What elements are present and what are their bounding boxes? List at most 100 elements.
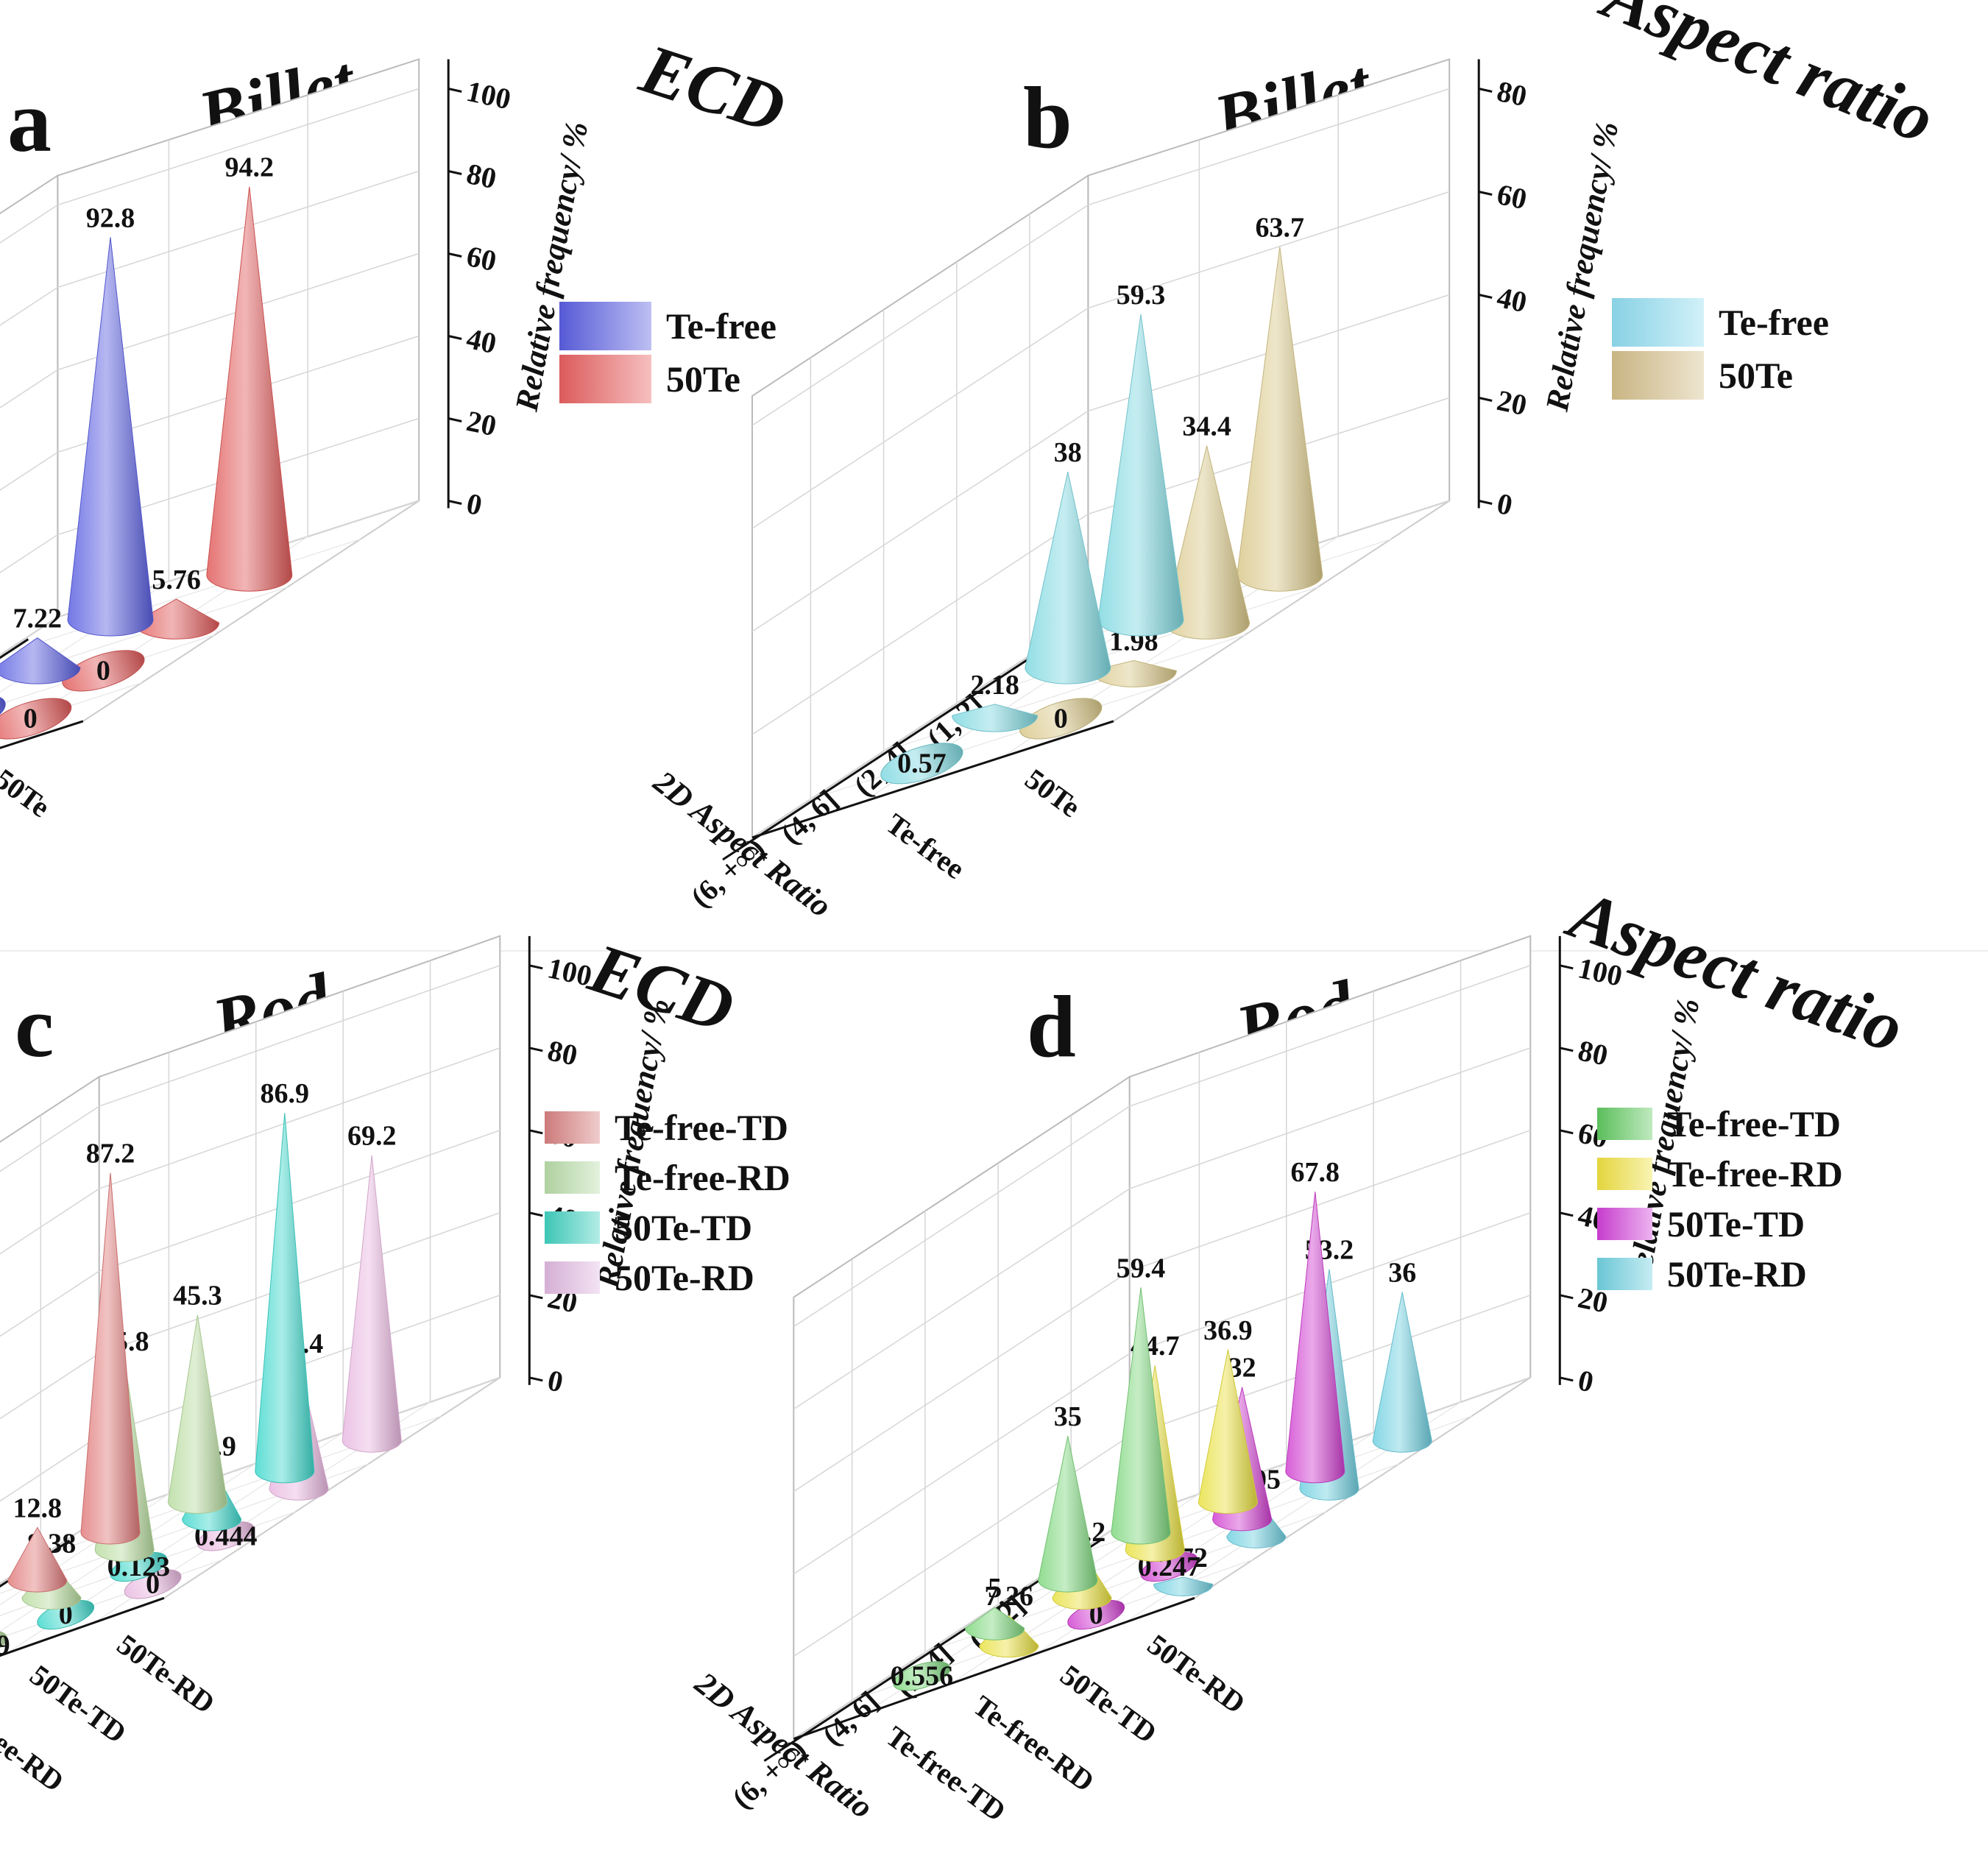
legend-swatch [1597,1208,1652,1240]
z-tick [1478,191,1493,196]
cone-50te-4: 0 [1019,698,1103,740]
z-tick [448,170,462,175]
panel-d-label: d [1027,977,1076,1075]
cone-te-free-rd-4: 0.559 [0,1630,10,1661]
legend: Te-free 50Te [559,302,777,403]
cone-te-free-td-4: 0.556 [891,1660,954,1691]
cone-50te-td-1: 67.8 [1285,1157,1345,1484]
z-tick [448,500,462,505]
cone-50te-td-1: 86.9 [255,1078,315,1484]
cone-body [255,1113,315,1484]
legend-swatch [1612,351,1704,400]
floor-gridline [0,634,215,705]
legend: Te-free 50Te [1612,298,1829,400]
z-gridline [793,1047,1531,1410]
z-tick [1559,1211,1574,1217]
data-label: 36 [1388,1258,1416,1289]
data-label: 63.7 [1256,212,1305,243]
floor-gridline [0,587,288,681]
cone-disc [0,698,72,740]
z-tick [1559,1294,1574,1300]
data-label: 0.559 [0,1630,10,1661]
z-gridline [0,1130,500,1337]
cone-te-free-td-3: 5 [965,1573,1025,1640]
legend-label: Te-free-TD [615,1107,788,1148]
z-tick [1559,1376,1574,1382]
legend-swatch [559,302,651,350]
z-tick-label: 80 [545,1033,580,1072]
z-gridline [0,88,420,244]
legend-label: 50Te-TD [615,1207,752,1248]
cone-te-free-rd-1: 45.3 [167,1281,227,1514]
z-tick [528,964,543,970]
legend-swatch [1597,1108,1652,1140]
floor-gridline [810,682,1172,800]
data-label: 59.4 [1117,1253,1166,1284]
floor-gridline [883,634,1245,752]
y-axis [0,1596,165,1657]
data-label: 0 [96,655,110,686]
z-tick-label: 80 [1494,74,1529,113]
floor-gridline [0,682,142,729]
data-label: 7.26 [985,1581,1034,1612]
z-gridline [0,965,500,1172]
cone-te-free-td-1: 59.4 [1111,1253,1171,1545]
cone-disc [1019,698,1103,740]
z-gridline [0,170,420,326]
cone-body [206,186,293,592]
legend-label: Te-free [666,305,777,347]
legend-swatch [545,1161,600,1194]
cone-disc [880,743,963,785]
cone-te-free-2: 7.22 [0,603,81,684]
cone-te-free-td-1: 87.2 [80,1139,141,1545]
data-label: 69.2 [347,1121,397,1152]
back-wall-left [0,1075,100,1585]
floor-gridline [956,587,1318,704]
cone-50te-rd-1: 69.2 [342,1121,402,1453]
data-label: 0 [24,704,38,734]
data-label: 59.3 [1117,280,1166,311]
cone-disc [0,695,6,737]
cone-body [952,704,1039,732]
z-tick [1478,397,1493,402]
z-tick-label: 20 [464,404,499,442]
data-label: 12.8 [13,1493,63,1523]
data-label: 34.4 [1182,411,1231,442]
cone-disc [893,1661,951,1691]
cone-te-free-1: 59.3 [1097,280,1184,637]
cone-50te-3: 0 [62,650,145,692]
cone-50te-rd-4: 0 [124,1569,182,1600]
z-tick [528,1376,543,1382]
panel-b-label: b [1023,68,1072,166]
z-gridline [0,252,420,408]
z-tick [1478,88,1493,93]
z-tick [448,88,462,93]
z-tick-label: 80 [1575,1033,1610,1072]
data-label: 86.9 [261,1078,310,1109]
data-label: 67.8 [1291,1157,1340,1188]
z-tick-label: 80 [464,157,499,195]
cone-50te-rd-1: 36 [1372,1258,1432,1453]
z-tick-label: 20 [1494,383,1529,422]
cone-body [1038,1436,1098,1593]
z-tick [1559,1047,1574,1052]
z-gridline [0,417,420,573]
legend-swatch [559,355,651,403]
legend-label: 50Te-RD [1667,1253,1807,1295]
cone-50te-4: 0 [0,698,72,740]
cone-te-free-3: 0 [0,695,6,737]
cone-body [80,1172,141,1545]
cone-body [167,1314,227,1514]
z-tick-label: 60 [464,239,499,277]
legend-swatch [545,1261,600,1294]
cone-te-free-td-2: 12.8 [7,1493,68,1593]
z-tick-label: 40 [464,322,499,360]
legend-label: Te-free-RD [615,1157,790,1198]
cone-te-free-1: 92.8 [67,202,154,637]
cone-disc [0,1630,7,1660]
floor-gridline [0,538,361,656]
legend-label: 50Te-TD [1667,1203,1805,1245]
cone-body [965,1607,1025,1640]
data-label: 36.9 [1203,1315,1253,1346]
